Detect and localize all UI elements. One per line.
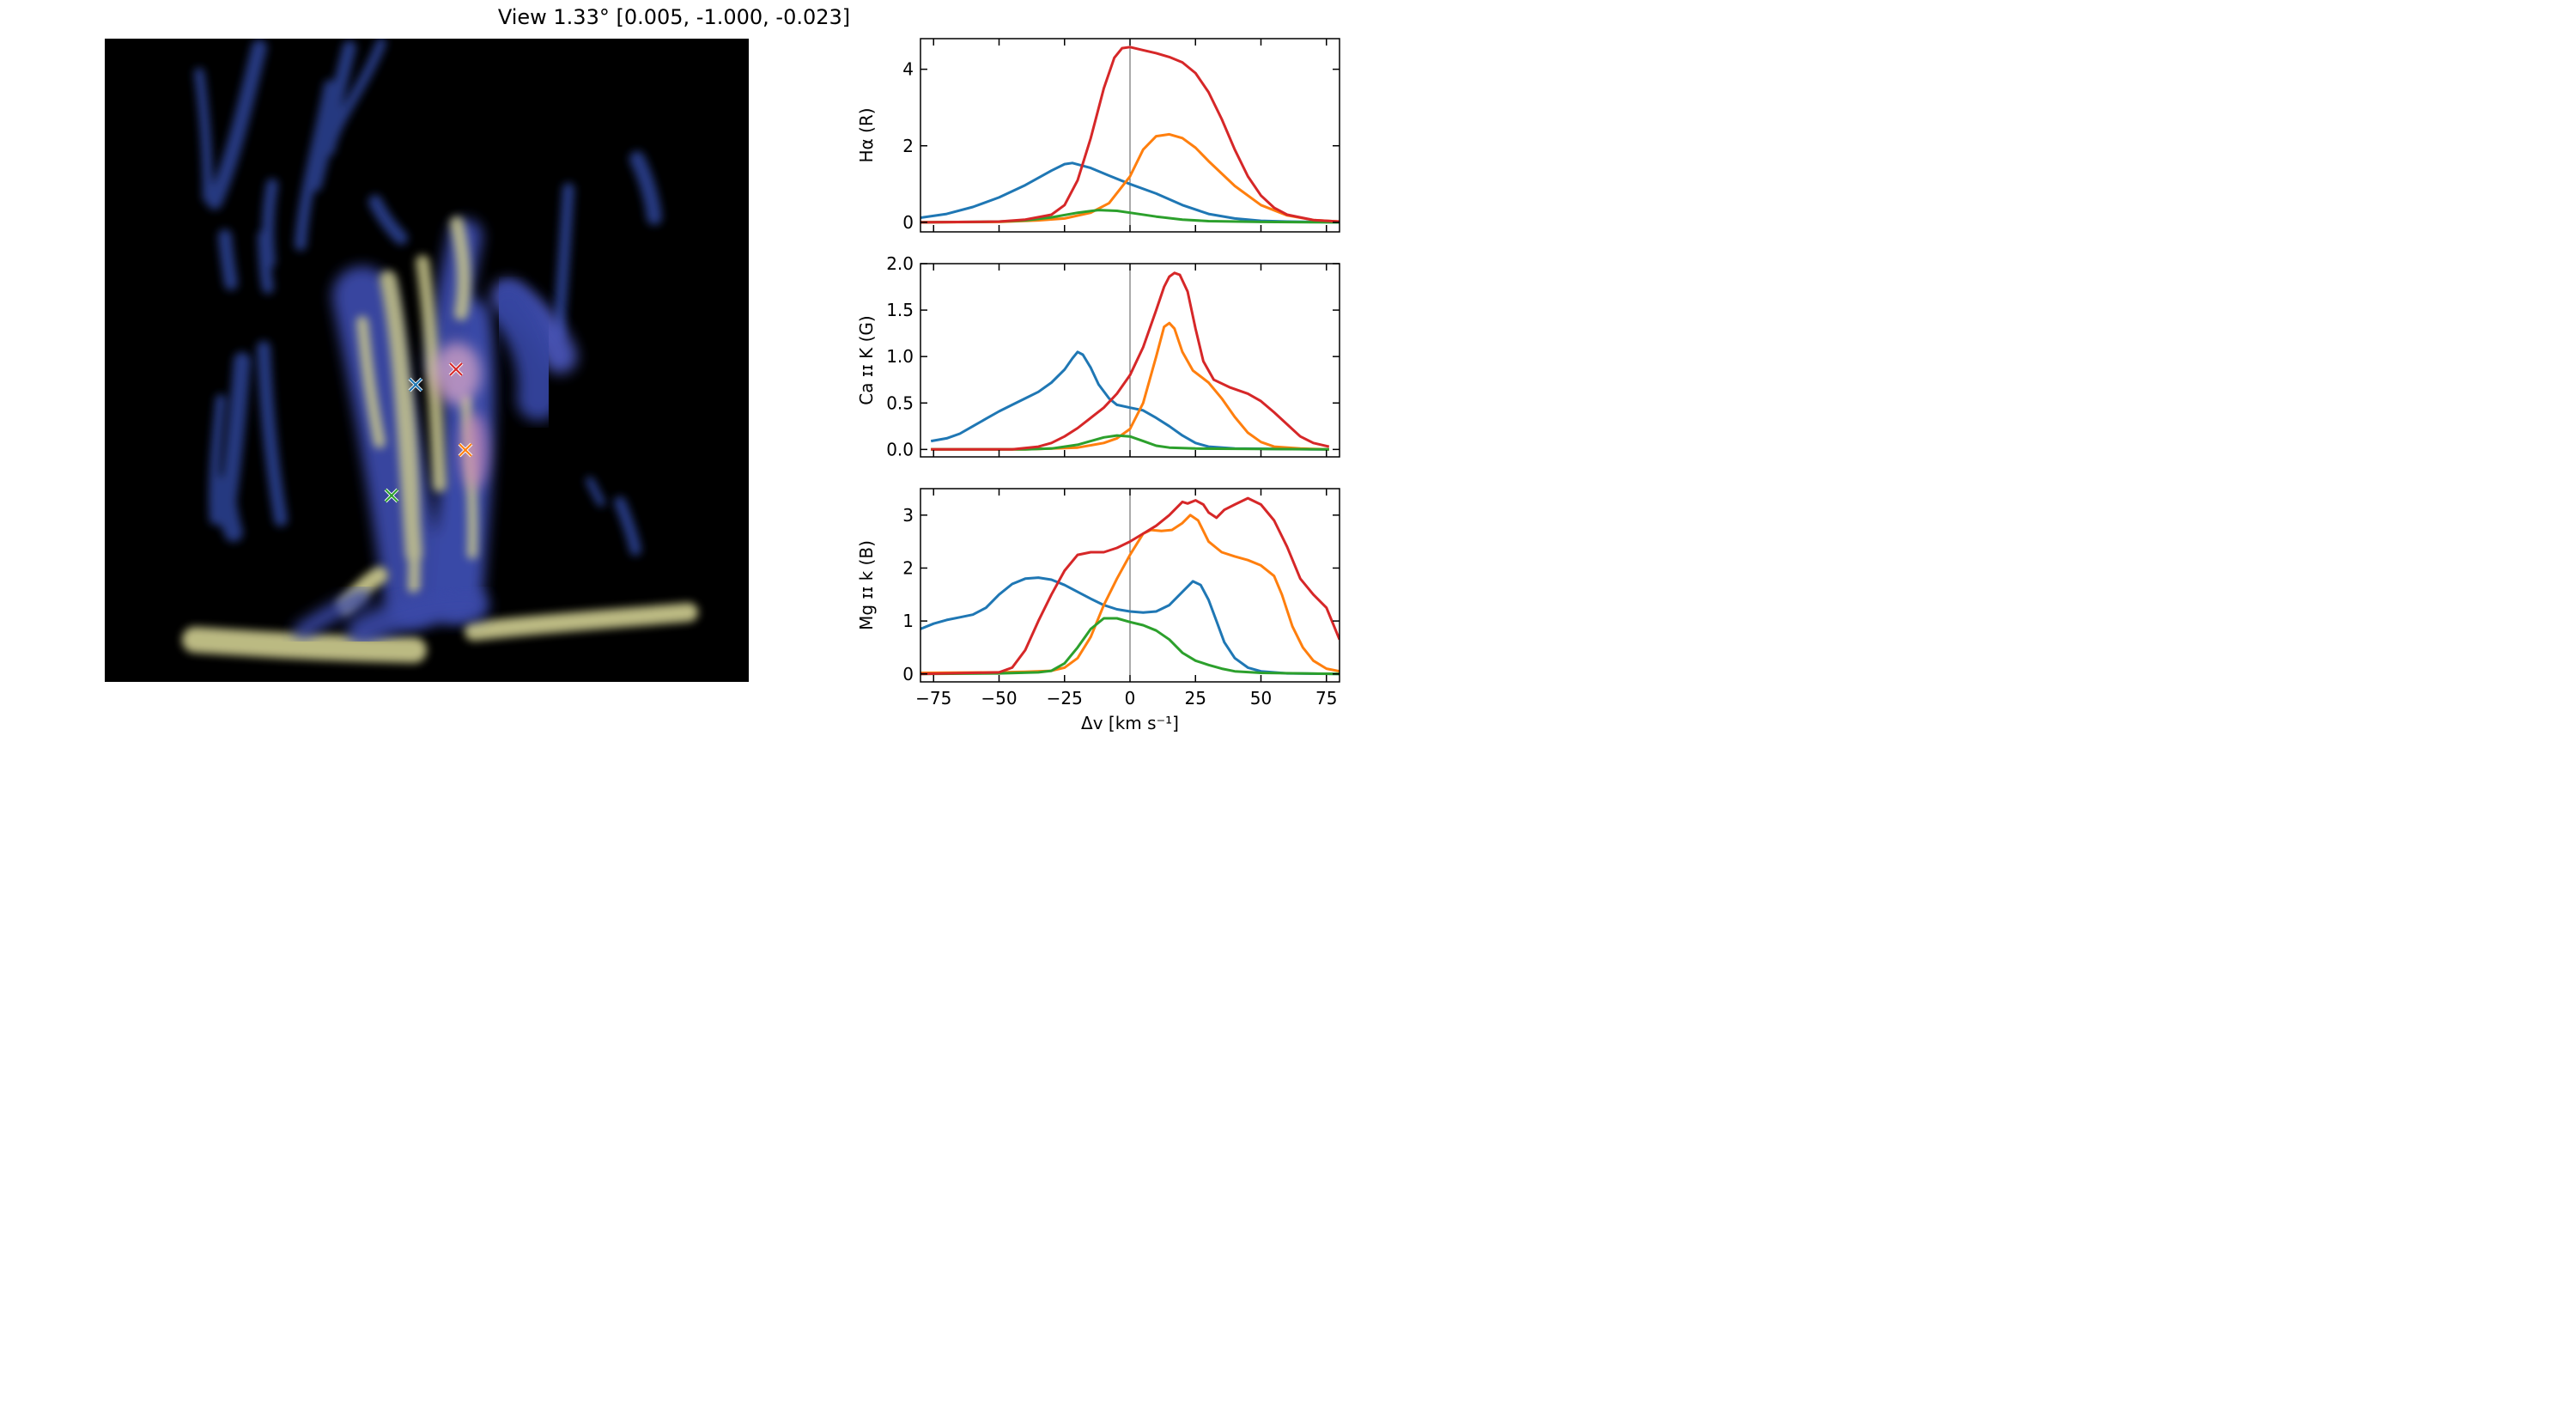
y-tick-label: 1.5 (886, 300, 914, 320)
series-line-red (920, 496, 1340, 676)
spectrum-panel-1: 0 2 4 Hα (R) (856, 38, 1340, 233)
series-line-red (920, 46, 1340, 224)
y-tick-label: 2 (902, 557, 914, 578)
x-tick-label: 25 (1185, 688, 1206, 708)
marker-group (384, 362, 473, 503)
series-line-green (931, 434, 1329, 451)
series-line-blue (920, 161, 1340, 224)
marker-green (384, 488, 399, 503)
x-tick-label: 50 (1250, 688, 1272, 708)
y-tick-label: 1 (902, 611, 914, 631)
figure-title: View 1.33° [0.005, -1.000, -0.023] (497, 5, 851, 29)
y-tick-label: 0.5 (886, 392, 914, 413)
marker-orange (458, 442, 473, 458)
x-tick-label: 0 (1125, 688, 1136, 708)
series-line-blue (930, 350, 1329, 451)
series-line-orange (920, 514, 1340, 674)
y-axis-label: Mg ɪɪ k (B) (856, 540, 877, 630)
x-tick-label: −25 (1047, 688, 1083, 708)
x-tick-label: −50 (981, 688, 1017, 708)
x-tick-label: −75 (915, 688, 951, 708)
x-tick-label: 75 (1315, 688, 1337, 708)
emission-structures (182, 39, 698, 663)
y-tick-label: 0 (902, 664, 914, 684)
y-axis-label: Ca ɪɪ K (G) (856, 315, 877, 404)
y-tick-label: 2 (902, 136, 914, 156)
emission-image-svg (182, 39, 698, 663)
axes-frame (920, 488, 1340, 683)
marker-red (448, 362, 464, 377)
y-axis-label: Hα (R) (856, 107, 877, 162)
y-tick-label: 2.0 (886, 253, 914, 274)
emission-rgb-image (105, 39, 749, 682)
series-line-red (931, 271, 1330, 451)
y-tick-label: 0.0 (886, 439, 914, 459)
series-line-orange (920, 132, 1340, 224)
y-tick-label: 0 (902, 212, 914, 233)
marker-blue (408, 377, 423, 392)
x-axis-label: Δv [km s⁻¹] (1081, 713, 1179, 733)
y-tick-label: 4 (902, 59, 914, 80)
y-tick-label: 3 (902, 505, 914, 526)
series-line-orange (931, 321, 1329, 451)
series-line-blue (920, 576, 1340, 676)
axes-frame (920, 263, 1340, 458)
spectrum-panel-3: −75 −50 −25 0 25 50 75 0 1 2 3 Mg ɪɪ k (B) Δv [km s⁻… (856, 488, 1340, 733)
series-line-green (920, 209, 1340, 224)
series-line-green (920, 617, 1340, 676)
axes-frame (920, 38, 1340, 233)
y-tick-label: 1.0 (886, 346, 914, 367)
spectrum-panel-2: 0.0 0.5 1.0 1.5 2.0 Ca ɪɪ K (G) (856, 253, 1340, 459)
